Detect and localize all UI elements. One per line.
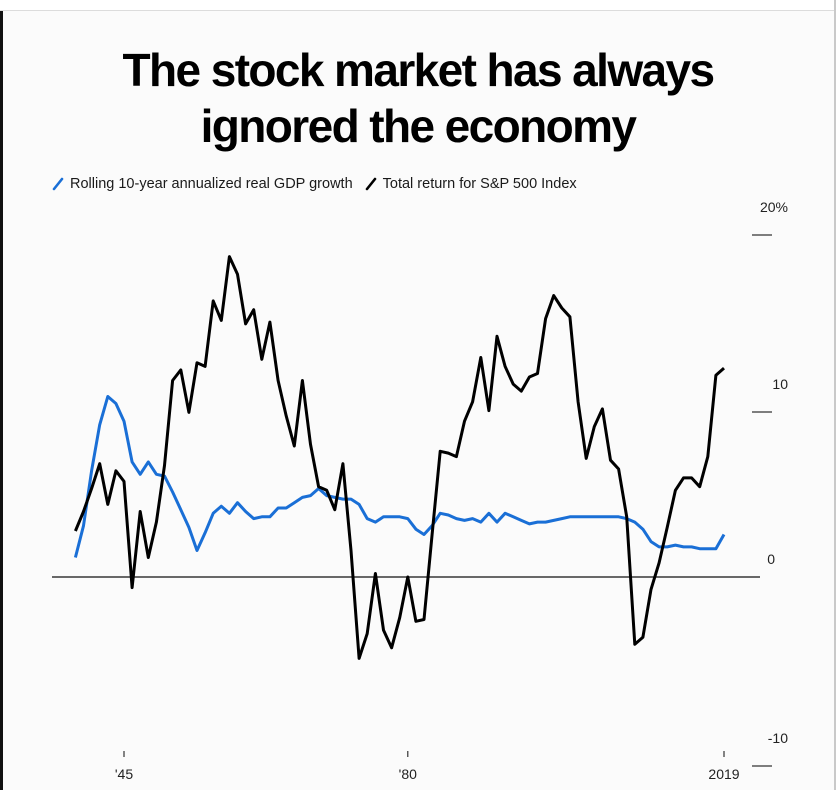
- y-tick-label: 20%: [759, 199, 788, 215]
- x-tick-label: '80: [398, 766, 417, 782]
- right-edge: [834, 0, 836, 790]
- chart-title: The stock market has always ignored the …: [0, 42, 836, 154]
- gdp-growth-line: [73, 395, 726, 558]
- x-tick-label: 2019: [708, 766, 740, 782]
- legend: Rolling 10-year annualized real GDP grow…: [52, 176, 589, 192]
- legend-label-gdp: Rolling 10-year annualized real GDP grow…: [70, 176, 353, 192]
- y-tick-label: 10: [772, 376, 788, 392]
- title-line-2: ignored the economy: [200, 100, 637, 152]
- sp500-return-line: [74, 255, 725, 660]
- left-edge: [0, 11, 3, 790]
- x-tick-label: '45: [114, 766, 134, 782]
- legend-item-sp500: Total return for S&P 500 Index: [365, 176, 577, 192]
- y-tick-marks: [752, 234, 772, 767]
- black-line-swatch-icon: [365, 177, 376, 191]
- blue-line-swatch-icon: [52, 177, 64, 191]
- title-line-1: The stock market has always: [122, 44, 716, 96]
- x-tick-marks: [123, 751, 725, 757]
- y-tick-label: 0: [767, 551, 775, 567]
- top-bar: [0, 0, 836, 11]
- y-tick-label: -10: [767, 730, 788, 746]
- legend-item-gdp: Rolling 10-year annualized real GDP grow…: [52, 176, 353, 192]
- legend-label-sp500: Total return for S&P 500 Index: [382, 176, 577, 192]
